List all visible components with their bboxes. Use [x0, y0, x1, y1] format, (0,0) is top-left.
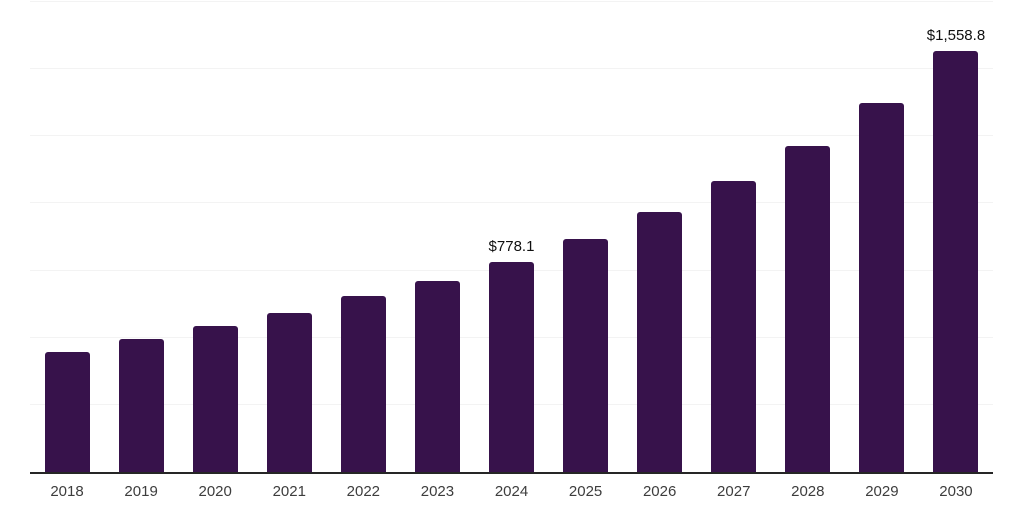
x-tick-2020: 2020 — [198, 483, 232, 500]
bar-slot-2022 — [326, 2, 400, 472]
bar-slot-2018 — [30, 2, 104, 472]
bar-slot-2025 — [549, 2, 623, 472]
x-axis-labels: 2018 2019 2020 2021 2022 2023 2024 2025 2026 2027… — [30, 483, 993, 500]
bar-slot-2021 — [252, 2, 326, 472]
bars-container: $778.1 $1,558.8 — [30, 2, 993, 472]
bar-2028 — [785, 145, 831, 472]
bar-2022 — [340, 296, 386, 472]
bar-2029 — [859, 102, 905, 472]
bar-2021 — [266, 312, 312, 472]
bar-2026 — [637, 211, 683, 472]
bar-2019 — [118, 338, 164, 472]
x-tick-2026: 2026 — [642, 483, 677, 500]
bar-2020 — [192, 325, 238, 472]
x-tick-2028: 2028 — [791, 483, 825, 500]
bar-2030 — [933, 51, 979, 472]
x-tick-2025: 2025 — [568, 483, 603, 500]
x-tick-2019: 2019 — [124, 483, 158, 500]
plot-area: $778.1 $1,558.8 — [30, 1, 993, 474]
x-tick-2022: 2022 — [346, 483, 381, 500]
bar-2023 — [414, 280, 460, 472]
gridline — [30, 135, 993, 137]
bar-2024 — [489, 261, 534, 472]
x-tick-2018: 2018 — [50, 483, 84, 500]
x-tick-2023: 2023 — [420, 483, 455, 500]
bar-slot-2020 — [178, 2, 252, 472]
bar-slot-2027 — [697, 2, 771, 472]
bar-2025 — [563, 238, 609, 472]
gridline — [30, 1, 993, 2]
bar-slot-2023 — [400, 2, 474, 472]
gridline — [30, 202, 993, 204]
data-label-2030: $1,558.8 — [926, 27, 986, 45]
bar-slot-2019 — [104, 2, 178, 472]
bar-2018 — [44, 351, 90, 472]
x-tick-2029: 2029 — [865, 483, 899, 500]
x-tick-2027: 2027 — [717, 483, 751, 500]
bar-slot-2024: $778.1 — [474, 2, 548, 472]
gridline — [30, 68, 993, 70]
x-tick-2021: 2021 — [272, 483, 306, 500]
bar-slot-2028 — [771, 2, 845, 472]
x-tick-2024: 2024 — [494, 483, 529, 500]
bar-slot-2030: $1,558.8 — [919, 2, 993, 472]
bar-2027 — [711, 180, 757, 472]
x-tick-2030: 2030 — [939, 483, 973, 500]
bar-slot-2029 — [845, 2, 919, 472]
bar-slot-2026 — [623, 2, 697, 472]
data-label-2024: $778.1 — [488, 237, 535, 255]
